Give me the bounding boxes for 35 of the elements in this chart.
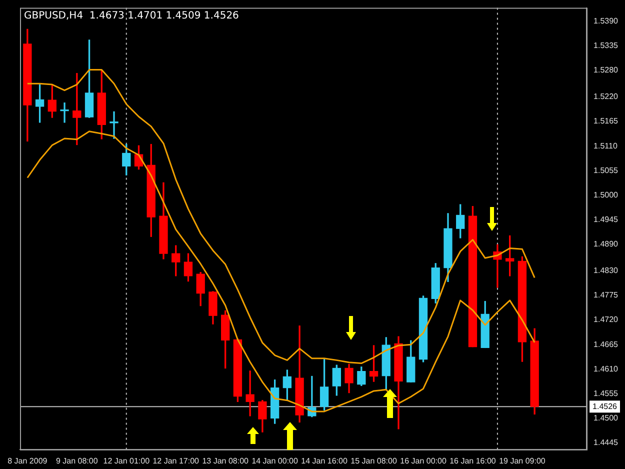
- y-tick-label: 1.5000: [594, 190, 619, 200]
- ref-line-label: 1.4526: [592, 402, 618, 411]
- x-tick-label: 9 Jan 08:00: [56, 456, 98, 466]
- x-tick-label: 12 Jan 01:00: [103, 456, 150, 466]
- x-tick-label: 14 Jan 00:00: [252, 456, 298, 466]
- y-tick-label: 1.4775: [594, 290, 619, 300]
- x-tick-label: 16 Jan 00:00: [400, 456, 447, 466]
- x-tick-label: 13 Jan 08:00: [202, 456, 250, 466]
- y-tick-label: 1.4945: [594, 214, 619, 224]
- x-tick-label: 19 Jan 09:00: [499, 456, 546, 466]
- x-tick-label: 14 Jan 16:00: [301, 456, 348, 466]
- y-tick-label: 1.5390: [594, 16, 619, 26]
- y-tick-label: 1.4890: [594, 239, 619, 248]
- y-tick-label: 1.4445: [594, 438, 619, 447]
- y-tick-label: 1.5280: [594, 65, 619, 74]
- y-tick-label: 1.5220: [594, 92, 619, 102]
- y-tick-label: 1.4555: [594, 388, 619, 398]
- y-tick-label: 1.4720: [594, 315, 619, 324]
- y-tick-label: 1.4830: [594, 266, 619, 276]
- x-tick-label: 12 Jan 17:00: [152, 456, 200, 466]
- candlestick: [308, 376, 316, 418]
- candlestick: [246, 370, 254, 416]
- chart-title: GBPUSD,H4 1.4673 1.4701 1.4509 1.4526: [24, 10, 239, 22]
- y-tick-label: 1.4665: [594, 340, 619, 349]
- y-tick-label: 1.5335: [594, 40, 619, 50]
- x-tick-label: 16 Jan 16:00: [450, 456, 496, 466]
- candlestick: [60, 102, 69, 123]
- x-tick-label: 8 Jan 2009: [8, 456, 48, 466]
- x-tick-label: 15 Jan 08:00: [350, 456, 398, 466]
- y-tick-label: 1.5110: [594, 141, 618, 150]
- y-tick-label: 1.5055: [594, 166, 619, 175]
- y-tick-label: 1.5165: [594, 116, 619, 126]
- y-tick-label: 1.4610: [594, 364, 619, 374]
- y-tick-label: 1.4500: [594, 413, 619, 422]
- candlestick: [110, 111, 118, 139]
